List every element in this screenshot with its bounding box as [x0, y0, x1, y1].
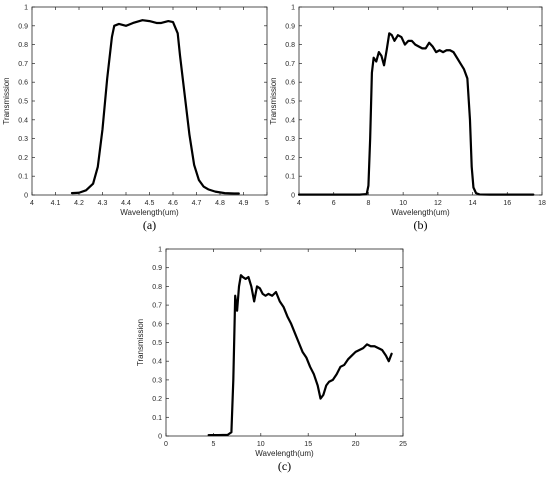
x-tick-label-b: 16: [503, 200, 511, 207]
x-tick-label-a: 4.1: [51, 200, 61, 207]
y-tick-label-b: 0: [291, 193, 295, 200]
x-tick-label-a: 5: [265, 200, 269, 207]
y-tick-label-c: 1: [158, 247, 162, 254]
panel-caption-c: (c): [278, 459, 291, 473]
x-axis-label-c: Wavelength(um): [255, 449, 314, 458]
plot-frame-b: [298, 6, 543, 196]
y-tick-label-a: 0: [24, 193, 28, 200]
y-axis-label-a: Transmission: [2, 77, 11, 124]
x-tick-label-a: 4.3: [98, 200, 108, 207]
x-tick-label-a: 4.6: [168, 200, 178, 207]
plot-frame-a: [31, 6, 268, 196]
y-tick-label-b: 0.4: [285, 117, 295, 124]
y-tick-label-a: 0.4: [18, 117, 28, 124]
x-tick-label-c: 20: [352, 441, 360, 448]
panel-caption-a: (a): [143, 218, 156, 232]
x-tick-label-b: 18: [538, 200, 546, 207]
x-tick-label-b: 6: [332, 200, 336, 207]
y-tick-label-b: 0.3: [285, 136, 295, 143]
y-tick-label-b: 1: [291, 5, 295, 12]
y-axis-label-c: Transmission: [136, 319, 145, 366]
y-tick-label-a: 0.8: [18, 42, 28, 49]
y-tick-label-a: 0.7: [18, 61, 28, 68]
y-tick-label-a: 0.6: [18, 80, 28, 87]
y-tick-label-b: 0.5: [285, 99, 295, 106]
y-tick-label-b: 0.6: [285, 80, 295, 87]
y-tick-label-a: 1: [24, 5, 28, 12]
chart-panel-b: 4 6 8 10 12 14 16 18 0 0.1 0.2 0.3 0.4 0.5 0.6 0.7 0.8 0.…: [269, 5, 546, 233]
x-tick-label-b: 14: [469, 200, 477, 207]
y-tick-label-c: 0.8: [152, 284, 162, 291]
x-tick-label-b: 10: [399, 200, 407, 207]
y-tick-label-b: 0.1: [285, 174, 295, 181]
x-tick-label-b: 4: [297, 200, 301, 207]
y-tick-label-b: 0.9: [285, 23, 295, 30]
x-tick-label-c: 0: [164, 441, 168, 448]
x-tick-label-c: 25: [399, 441, 407, 448]
y-tick-label-b: 0.8: [285, 42, 295, 49]
x-tick-label-c: 5: [211, 441, 215, 448]
y-tick-label-c: 0: [158, 434, 162, 441]
x-tick-label-c: 10: [257, 441, 265, 448]
y-tick-label-a: 0.5: [18, 99, 28, 106]
plot-frame-c: [165, 248, 404, 437]
x-tick-label-a: 4.2: [74, 200, 84, 207]
x-tick-label-b: 12: [434, 200, 442, 207]
y-tick-label-c: 0.7: [152, 303, 162, 310]
x-tick-label-a: 4.8: [215, 200, 225, 207]
x-tick-label-c: 15: [304, 441, 312, 448]
x-axis-label-b: Wavelength(um): [391, 208, 450, 217]
transmission-line-b: [297, 32, 535, 196]
y-tick-label-c: 0.6: [152, 321, 162, 328]
y-axis-label-b: Transmission: [269, 77, 278, 124]
y-tick-label-a: 0.2: [18, 155, 28, 162]
y-tick-label-c: 0.3: [152, 377, 162, 384]
y-tick-label-c: 0.9: [152, 265, 162, 272]
y-tick-label-a: 0.9: [18, 23, 28, 30]
chart-panel-c: 0 5 10 15 20 25 0 0.1 0.2 0.3 0.4 0.5 0.6 0.7 0.8 0.9 1 W…: [136, 247, 407, 474]
x-tick-label-b: 8: [366, 200, 370, 207]
x-tick-label-a: 4.9: [239, 200, 249, 207]
x-tick-label-a: 4.5: [145, 200, 155, 207]
x-axis-label-a: Wavelength(um): [120, 208, 179, 217]
y-tick-label-a: 0.1: [18, 174, 28, 181]
y-tick-label-c: 0.2: [152, 396, 162, 403]
transmission-line-a: [70, 19, 240, 195]
y-tick-label-a: 0.3: [18, 136, 28, 143]
y-tick-label-c: 0.1: [152, 415, 162, 422]
x-tick-label-a: 4: [30, 200, 34, 207]
transmission-line-c: [207, 274, 393, 437]
y-tick-label-b: 0.7: [285, 61, 295, 68]
x-tick-label-a: 4.7: [192, 200, 202, 207]
panel-caption-b: (b): [414, 218, 428, 232]
chart-panel-a: 4 4.1 4.2 4.3 4.4 4.5 4.6 4.7 4.8 4.9 5 0 0.1 0.2 0.3 0…: [2, 5, 269, 233]
y-tick-label-c: 0.5: [152, 340, 162, 347]
x-tick-label-a: 4.4: [121, 200, 131, 207]
y-tick-label-b: 0.2: [285, 155, 295, 162]
y-tick-label-c: 0.4: [152, 359, 162, 366]
